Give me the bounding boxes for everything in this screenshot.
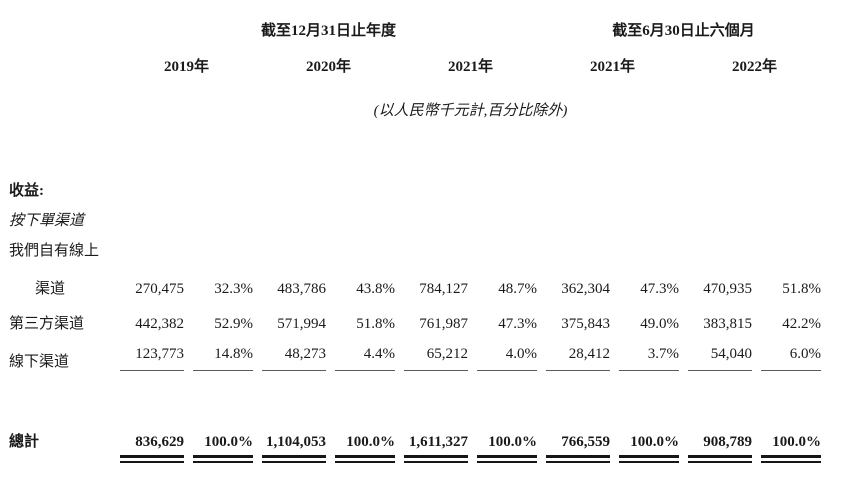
table-cell: 571,994 [277, 315, 326, 332]
table-cell: 761,987 [419, 315, 468, 332]
revenue-by-channel-table: 截至12月31日止年度 截至6月30日止六個月 2019年 2020年 2021… [0, 10, 830, 463]
spacer-row [9, 371, 821, 423]
row-label: 第三方渠道 [9, 315, 85, 332]
row-label: 渠道 [35, 280, 66, 297]
period-group-interim: 截至6月30日止六個月 [612, 22, 755, 39]
year-header-2019: 2019年 [163, 58, 209, 75]
total-cell: 100.0% [335, 423, 395, 463]
table-cell: 784,127 [419, 280, 468, 297]
period-group-row: 截至12月31日止年度 截至6月30日止六個月 [9, 10, 821, 40]
table-cell: 54,040 [688, 333, 752, 371]
empty-cell [9, 76, 111, 122]
table-row-third-party-channels: 第三方渠道 442,382 52.9% 571,994 51.8% 761,98… [9, 298, 821, 333]
total-cell: 836,629 [120, 423, 184, 463]
total-value: 100.0% [335, 434, 395, 458]
total-value: 1,611,327 [404, 434, 468, 458]
total-value: 100.0% [193, 434, 253, 458]
table-cell: 47.3% [498, 315, 537, 332]
table-cell: 14.8% [193, 333, 253, 371]
total-cell: 100.0% [619, 423, 679, 463]
own-online-label: 我們自有線上 [9, 242, 100, 259]
empty-cell [9, 40, 111, 76]
section-revenue-label: 收益: [9, 182, 44, 199]
total-cell: 908,789 [688, 423, 752, 463]
table-cell: 442,382 [135, 315, 184, 332]
total-cell: 1,611,327 [404, 423, 468, 463]
table-cell: 49.0% [640, 315, 679, 332]
total-label: 總計 [9, 433, 40, 450]
table-cell: 51.8% [356, 315, 395, 332]
total-value: 100.0% [619, 434, 679, 458]
table-cell: 48,273 [262, 333, 326, 371]
table-cell: 483,786 [277, 280, 326, 297]
table-cell: 123,773 [120, 333, 184, 371]
total-value: 766,559 [546, 434, 610, 458]
total-value: 1,104,053 [262, 434, 326, 458]
spacer-row [9, 122, 821, 168]
table-row-offline-channels: 線下渠道 123,773 14.8% 48,273 4.4% 65,212 4.… [9, 333, 821, 371]
total-value: 908,789 [688, 434, 752, 458]
table-cell: 6.0% [761, 333, 821, 371]
total-cell: 100.0% [477, 423, 537, 463]
table-cell: 51.8% [782, 280, 821, 297]
table-cell: 28,412 [546, 333, 610, 371]
table-row-total: 總計 836,629 100.0% 1,104,053 100.0% 1,611… [9, 423, 821, 463]
own-online-label-row: 我們自有線上 [9, 230, 821, 260]
total-cell: 766,559 [546, 423, 610, 463]
table-cell: 270,475 [135, 280, 184, 297]
spacer-cell [9, 371, 821, 423]
section-by-channel-row: 按下單渠道 [9, 200, 821, 230]
table-cell: 470,935 [703, 280, 752, 297]
year-header-2020: 2020年 [305, 58, 351, 75]
section-revenue-row: 收益: [9, 168, 821, 200]
empty-cell [9, 10, 111, 40]
table-cell: 4.4% [335, 333, 395, 371]
table-cell: 48.7% [498, 280, 537, 297]
year-header-2022-interim: 2022年 [731, 58, 777, 75]
table-cell: 43.8% [356, 280, 395, 297]
spacer-cell [9, 122, 821, 168]
section-by-channel-label: 按下單渠道 [9, 212, 85, 229]
total-cell: 1,104,053 [262, 423, 326, 463]
units-note-row: (以人民幣千元計,百分比除外) [9, 76, 821, 122]
table-cell: 47.3% [640, 280, 679, 297]
table-row-own-online-channels: 渠道 270,475 32.3% 483,786 43.8% 784,127 4… [9, 260, 821, 298]
year-header-2021-interim: 2021年 [589, 58, 635, 75]
table-cell: 32.3% [214, 280, 253, 297]
total-value: 100.0% [477, 434, 537, 458]
table-cell: 3.7% [619, 333, 679, 371]
row-label: 線下渠道 [9, 353, 70, 370]
year-header-2021: 2021年 [447, 58, 493, 75]
table-cell: 375,843 [561, 315, 610, 332]
total-value: 836,629 [120, 434, 184, 458]
table-cell: 52.9% [214, 315, 253, 332]
year-header-row: 2019年 2020年 2021年 2021年 2022年 [9, 40, 821, 76]
table-cell: 383,815 [703, 315, 752, 332]
table-cell: 4.0% [477, 333, 537, 371]
table-cell: 65,212 [404, 333, 468, 371]
period-group-annual: 截至12月31日止年度 [260, 22, 396, 39]
units-note: (以人民幣千元計,百分比除外) [373, 102, 568, 119]
table-cell: 42.2% [782, 315, 821, 332]
table-cell: 362,304 [561, 280, 610, 297]
total-cell: 100.0% [761, 423, 821, 463]
total-value: 100.0% [761, 434, 821, 458]
total-cell: 100.0% [193, 423, 253, 463]
